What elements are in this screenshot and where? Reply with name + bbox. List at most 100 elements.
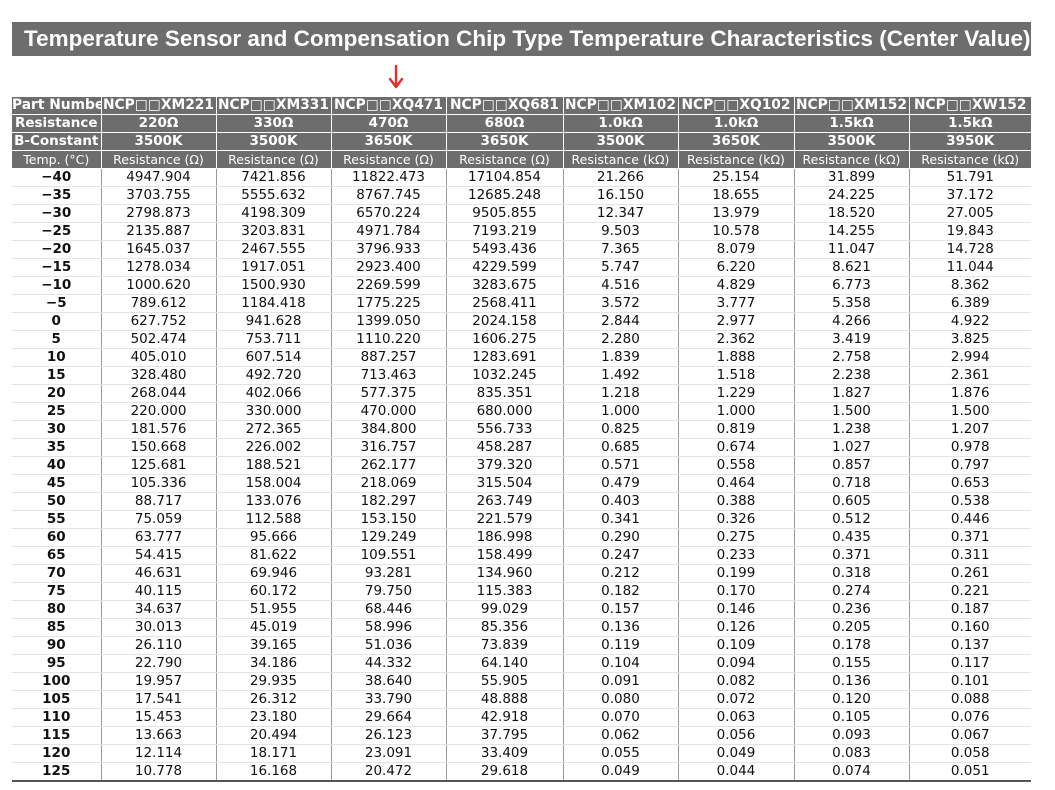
resistance-value-cell: 0.857 [794,456,910,475]
resistance-value-cell: 0.083 [794,744,910,763]
resistance-value-cell: 0.318 [794,564,910,583]
resistance-value-cell: 2.994 [909,348,1031,367]
resistance-value-cell: 328.480 [101,366,217,385]
resistance-value-cell: 5555.632 [216,186,332,205]
temperature-cell: 125 [12,762,102,782]
table-row: 125 10.778 16.168 20.472 29.618 0.049 0.044 0.0… [12,762,1031,782]
resistance-value-cell: 1399.050 [331,312,447,331]
resistance-value-cell: 1500.930 [216,276,332,295]
table-row: 15 328.480 492.720 713.463 1032.245 1.492 1.51… [12,366,1031,385]
table-row: 55 75.059 112.588 153.150 221.579 0.341 0.326 0… [12,510,1031,529]
part-number-row-label: Part Number [12,97,102,115]
resistance-value-cell: 753.711 [216,330,332,349]
table-row: 50 88.717 133.076 182.297 263.749 0.403 0.388 0… [12,492,1031,511]
temperature-cell: 85 [12,618,102,637]
resistance-value-cell: 33.790 [331,690,447,709]
resistance-value-cell: 2.361 [909,366,1031,385]
resistance-value-cell: 0.126 [678,618,795,637]
resistance-value-cell: 8.362 [909,276,1031,295]
resistance-value-cell: 26.110 [101,636,217,655]
resistance-value-cell: 38.640 [331,672,447,691]
resistance-row-cell: 330Ω [216,114,332,133]
temperature-cell: 70 [12,564,102,583]
resistance-value-cell: 18.655 [678,186,795,205]
table-row: 75 40.115 60.172 79.750 115.383 0.182 0.170 0.2… [12,582,1031,601]
temperature-cell: 35 [12,438,102,457]
resistance-value-cell: 63.777 [101,528,217,547]
resistance-value-cell: 14.728 [909,240,1031,259]
part-number-row-cell: NCP□□XQ102 [678,97,795,115]
table-row: 120 12.114 18.171 23.091 33.409 0.055 0.049 0.0… [12,744,1031,763]
temperature-cell: 110 [12,708,102,727]
temperature-cell: −30 [12,204,102,223]
resistance-value-cell: 0.074 [794,762,910,782]
resistance-value-cell: 153.150 [331,510,447,529]
resistance-value-cell: 627.752 [101,312,217,331]
table-row: −40 4947.904 7421.856 11822.473 17104.854 21.… [12,168,1031,187]
table-row: 5 502.474 753.711 1110.220 1606.275 2.280 2.36… [12,330,1031,349]
table-row: 80 34.637 51.955 68.446 99.029 0.157 0.146 0.23… [12,600,1031,619]
temperature-cell: 0 [12,312,102,331]
b-constant-row-label: B-Constant [12,132,102,151]
resistance-value-cell: 218.069 [331,474,447,493]
resistance-value-cell: 0.326 [678,510,795,529]
resistance-value-cell: 2798.873 [101,204,217,223]
resistance-value-cell: 0.157 [563,600,679,619]
resistance-value-cell: 46.631 [101,564,217,583]
temperature-cell: 90 [12,636,102,655]
resistance-value-cell: 11.047 [794,240,910,259]
resistance-value-cell: 0.187 [909,600,1031,619]
resistance-value-cell: 1110.220 [331,330,447,349]
table-row: 20 268.044 402.066 577.375 835.351 1.218 1.229… [12,384,1031,403]
resistance-value-cell: 48.888 [446,690,564,709]
temperature-cell: 100 [12,672,102,691]
resistance-value-cell: 14.255 [794,222,910,241]
resistance-value-cell: 0.274 [794,582,910,601]
table-row: 35 150.668 226.002 316.757 458.287 0.685 0.674… [12,438,1031,457]
resistance-value-cell: 51.955 [216,600,332,619]
resistance-value-cell: 1645.037 [101,240,217,259]
resistance-value-cell: 44.332 [331,654,447,673]
resistance-value-cell: 81.622 [216,546,332,565]
resistance-value-cell: 1.492 [563,366,679,385]
table-row: 70 46.631 69.946 93.281 134.960 0.212 0.199 0.3… [12,564,1031,583]
resistance-value-cell: 0.233 [678,546,795,565]
resistance-value-cell: 133.076 [216,492,332,511]
temperature-cell: −35 [12,186,102,205]
resistance-value-cell: 0.049 [678,744,795,763]
resistance-value-cell: 226.002 [216,438,332,457]
resistance-value-cell: 1.207 [909,420,1031,439]
resistance-value-cell: 12.347 [563,204,679,223]
resistance-value-cell: 6570.224 [331,204,447,223]
resistance-value-cell: 181.576 [101,420,217,439]
part-number-row-cell: NCP□□XQ471 [331,97,447,115]
temperature-cell: 25 [12,402,102,421]
temperature-cell: 45 [12,474,102,493]
temperature-cell: 50 [12,492,102,511]
table-row: −30 2798.873 4198.309 6570.224 9505.855 12.34… [12,204,1031,223]
temperature-cell: −15 [12,258,102,277]
resistance-value-cell: 54.415 [101,546,217,565]
resistance-value-cell: 0.205 [794,618,910,637]
part-number-row-cell: NCP□□XQ681 [446,97,564,115]
part-number-row-cell: NCP□□XM102 [563,97,679,115]
temperature-cell: −25 [12,222,102,241]
resistance-value-cell: 0.155 [794,654,910,673]
resistance-value-cell: 79.750 [331,582,447,601]
resistance-value-cell: 55.905 [446,672,564,691]
resistance-value-cell: 30.013 [101,618,217,637]
resistance-value-cell: 502.474 [101,330,217,349]
resistance-value-cell: 0.119 [563,636,679,655]
resistance-value-cell: 1.500 [794,402,910,421]
resistance-value-cell: 0.091 [563,672,679,691]
resistance-value-cell: 0.120 [794,690,910,709]
resistance-value-cell: 330.000 [216,402,332,421]
resistance-value-cell: 0.247 [563,546,679,565]
resistance-value-cell: 26.123 [331,726,447,745]
resistance-value-cell: 0.797 [909,456,1031,475]
resistance-row: Resistance 220Ω 330Ω 470Ω 680Ω 1.0kΩ 1.0kΩ 1.5k… [12,114,1031,133]
resistance-value-cell: 405.010 [101,348,217,367]
resistance-value-cell: 0.136 [794,672,910,691]
resistance-row-cell: 1.0kΩ [678,114,795,133]
resistance-value-cell: 112.588 [216,510,332,529]
